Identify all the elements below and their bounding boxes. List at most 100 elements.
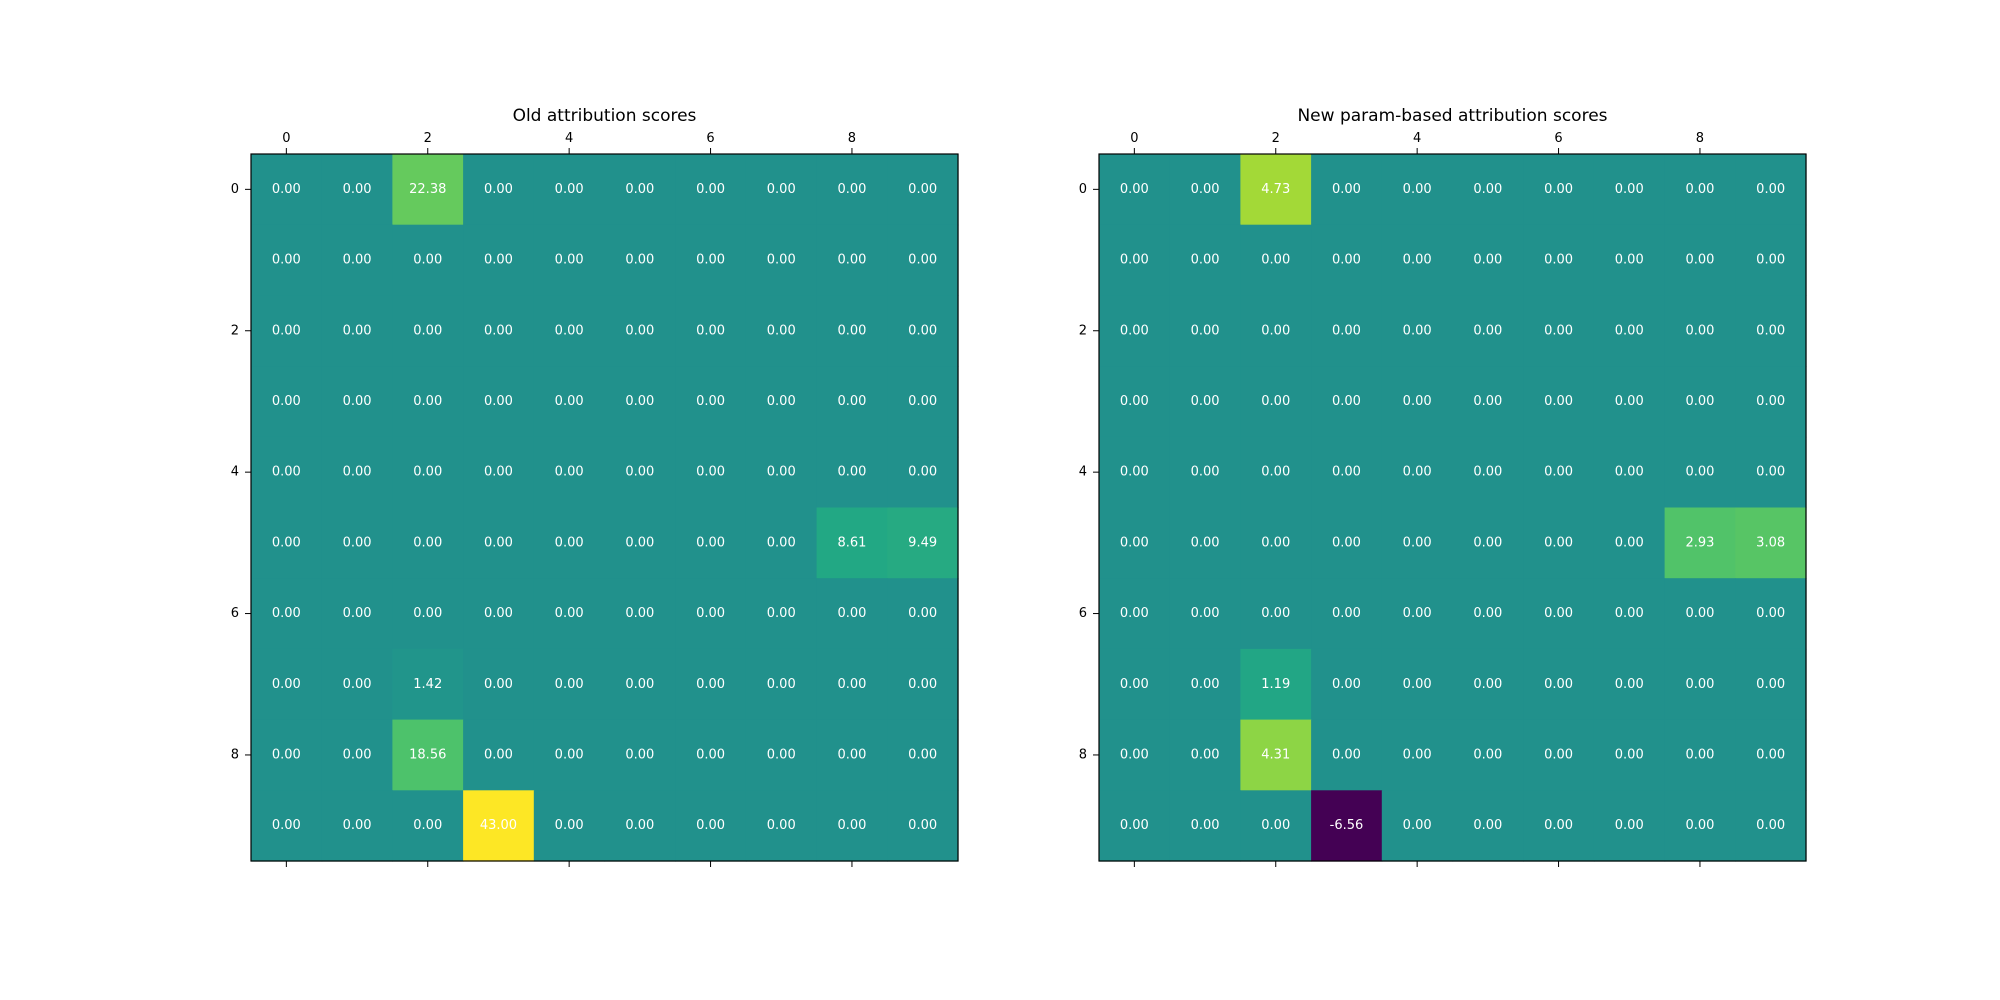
cell-value-label: 0.00 (1403, 323, 1432, 338)
cell-value-label: 0.00 (555, 747, 584, 762)
cell-value-label: 0.00 (908, 253, 937, 268)
heatmap-cell (1523, 507, 1595, 579)
cell-value-label: 0.00 (1191, 323, 1220, 338)
cell-value-label: 0.00 (625, 606, 654, 621)
heatmap-cell (887, 295, 959, 367)
cell-value-label: 0.00 (272, 747, 301, 762)
heatmap-cell (1311, 507, 1383, 579)
cell-value-label: 0.00 (343, 323, 372, 338)
heatmap-cell (321, 648, 393, 721)
cell-value-label: 0.00 (625, 535, 654, 550)
cell-value-label: 0.00 (484, 535, 513, 550)
cell-value-label: 0.00 (1685, 394, 1714, 409)
cell-value-label: 0.00 (1756, 182, 1785, 197)
cell-value-label: 0.00 (1544, 818, 1573, 833)
cell-value-label: 0.00 (1191, 394, 1220, 409)
y-tick-label: 2 (1079, 323, 1087, 338)
heatmap-cell (1593, 154, 1666, 226)
x-tick-label: 2 (424, 131, 432, 146)
cell-value-label: 0.00 (1191, 606, 1220, 621)
heatmap-cell (463, 154, 535, 226)
heatmap-cell (533, 224, 606, 296)
cell-value-label: 1.19 (1261, 677, 1290, 692)
x-tick-label: 2 (1272, 131, 1280, 146)
heatmap-cell (604, 295, 676, 367)
heatmap-cell (675, 366, 747, 438)
heatmap-cell (392, 648, 464, 721)
cell-value-label: 0.00 (343, 535, 372, 550)
cell-value-label: 0.00 (413, 253, 442, 268)
heatmap-cell (1735, 507, 1807, 579)
heatmap-cell (887, 366, 959, 438)
cell-value-label: 0.00 (837, 677, 866, 692)
x-tick-label: 8 (1696, 131, 1704, 146)
cell-value-label: 0.00 (1120, 818, 1149, 833)
heatmap-cell (887, 224, 959, 296)
heatmap-cell (1735, 154, 1807, 226)
heatmap-cell (1099, 154, 1171, 226)
cell-value-label: 0.00 (908, 606, 937, 621)
cell-value-label: 4.73 (1261, 182, 1290, 197)
cell-value-label: 0.00 (1544, 182, 1573, 197)
cell-value-label: 0.00 (1120, 606, 1149, 621)
x-tick-label: 0 (282, 131, 290, 146)
cell-value-label: 0.00 (1120, 323, 1149, 338)
cell-value-label: 0.00 (1191, 182, 1220, 197)
heatmap-cell (1523, 436, 1595, 509)
heatmap-cell (1452, 719, 1524, 791)
cell-value-label: 0.00 (696, 818, 725, 833)
cell-value-label: 0.00 (1756, 818, 1785, 833)
cell-value-label: 0.00 (343, 394, 372, 409)
cell-value-label: 0.00 (343, 677, 372, 692)
cell-value-label: 0.00 (625, 253, 654, 268)
heatmap-cell (1452, 366, 1524, 438)
heatmap-cell (533, 790, 606, 862)
cell-value-label: 0.00 (1191, 465, 1220, 480)
cell-value-label: 2.93 (1685, 535, 1714, 550)
cell-value-label: 0.00 (1544, 747, 1573, 762)
heatmap-cell (321, 154, 393, 226)
cell-value-label: 0.00 (272, 394, 301, 409)
cell-value-label: -6.56 (1330, 818, 1364, 833)
cell-value-label: 0.00 (696, 182, 725, 197)
heatmap-cell (1169, 790, 1241, 862)
heatmap-cell (675, 224, 747, 296)
cell-value-label: 0.00 (625, 465, 654, 480)
cell-value-label: 0.00 (1261, 535, 1290, 550)
cell-value-label: 0.00 (696, 606, 725, 621)
heatmap-cell (1169, 507, 1241, 579)
heatmap-cell (1311, 366, 1383, 438)
cell-value-label: 0.00 (1473, 182, 1502, 197)
cell-value-label: 0.00 (1403, 253, 1432, 268)
cell-value-label: 22.38 (409, 182, 446, 197)
cell-value-label: 0.00 (625, 394, 654, 409)
cell-value-label: 0.00 (1332, 677, 1361, 692)
cell-value-label: 0.00 (696, 394, 725, 409)
cell-value-label: 0.00 (767, 394, 796, 409)
cell-value-label: 0.00 (484, 465, 513, 480)
cell-value-label: 0.00 (272, 677, 301, 692)
cell-value-label: 0.00 (343, 818, 372, 833)
cell-value-label: 0.00 (1544, 394, 1573, 409)
cell-value-label: 9.49 (908, 535, 937, 550)
heatmap-cell (1664, 790, 1736, 862)
heatmap-cell (1664, 719, 1736, 791)
heatmap-cell (604, 154, 676, 226)
heatmap-cell (745, 719, 818, 791)
heatmap-cell (1523, 366, 1595, 438)
cell-value-label: 0.00 (1120, 253, 1149, 268)
cell-value-label: 0.00 (1685, 323, 1714, 338)
heatmap-cell (392, 436, 464, 509)
heatmap-cell (392, 224, 464, 296)
cell-value-label: 0.00 (1544, 253, 1573, 268)
heatmap-cell (745, 507, 818, 579)
cell-value-label: 0.00 (1615, 606, 1644, 621)
heatmap-cell (604, 790, 676, 862)
cell-value-label: 0.00 (555, 253, 584, 268)
x-tick-label: 6 (1554, 131, 1562, 146)
cell-value-label: 0.00 (908, 394, 937, 409)
heatmap-cell (1735, 366, 1807, 438)
heatmap-cell (816, 436, 888, 509)
cell-value-label: 0.00 (837, 323, 866, 338)
heatmap-cell (1664, 366, 1736, 438)
